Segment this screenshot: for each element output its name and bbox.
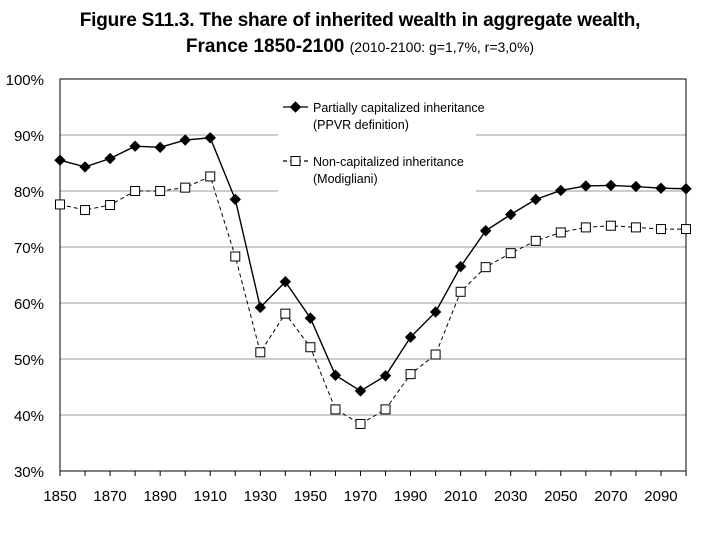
data-point [505, 248, 516, 259]
data-point [304, 312, 317, 324]
legend-label: Non-capitalized inheritance [313, 155, 464, 169]
data-point [155, 186, 166, 196]
data-point [630, 222, 641, 233]
data-point [530, 193, 542, 206]
data-point [630, 180, 642, 193]
data-point [354, 385, 367, 397]
data-point [179, 134, 191, 146]
data-point [279, 276, 292, 288]
x-tick-label: 1950 [294, 488, 327, 505]
x-tick-label: 1990 [394, 488, 427, 505]
legend-box [278, 96, 476, 193]
data-point [655, 182, 667, 194]
y-tick-label: 90% [14, 128, 44, 145]
data-point [429, 306, 442, 318]
data-point [404, 331, 417, 343]
x-tick-label: 2090 [644, 488, 677, 505]
legend-label: Partially capitalized inheritance [313, 101, 485, 115]
x-tick-label: 1890 [143, 488, 176, 505]
plot-frame [59, 78, 687, 472]
x-tick-label: 1870 [93, 488, 126, 505]
data-point [380, 404, 391, 415]
x-tick-label: 2070 [594, 488, 627, 505]
data-point [530, 235, 541, 246]
y-tick-label: 30% [14, 464, 44, 481]
data-point [205, 171, 216, 182]
series-line [59, 175, 686, 425]
data-point [229, 193, 241, 206]
x-tick-label: 2050 [544, 488, 577, 505]
y-tick-label: 80% [14, 184, 44, 201]
axes: 30% 40% 50% 60% 70% 80% 90% 100% 1850 1870 1890 191… [6, 72, 687, 505]
data-point [355, 418, 366, 429]
x-tick-label: 2030 [494, 488, 527, 505]
data-point [180, 182, 191, 193]
data-point [379, 370, 392, 382]
data-point [455, 286, 466, 297]
chart-title-main: France 1850-2100 [185, 36, 345, 57]
data-point [454, 260, 467, 273]
data-point [129, 140, 141, 152]
x-tick-label: 1850 [43, 488, 76, 505]
data-point [104, 152, 116, 165]
x-tick-label: 1930 [244, 488, 277, 505]
y-tick-label: 40% [14, 408, 44, 425]
data-point [505, 208, 517, 221]
y-tick-label: 50% [14, 352, 44, 369]
y-tick-label: 60% [14, 296, 44, 313]
chart-title-line2: France 1850-2100 (2010-2100: g=1,7%, r=3… [0, 34, 720, 60]
data-point [605, 179, 617, 192]
data-point [204, 132, 216, 144]
data-point [480, 262, 491, 273]
legend-label-sub: (PPVR definition) [313, 118, 409, 132]
chart-title-line1: Figure S11.3. The share of inherited wea… [79, 10, 641, 31]
series-non-capitalized [55, 171, 691, 429]
data-point [580, 180, 592, 192]
data-point [105, 200, 116, 210]
data-point [680, 183, 692, 195]
y-tick-label: 70% [14, 240, 44, 257]
series-layer [54, 132, 692, 429]
data-point [555, 184, 567, 197]
data-point [580, 222, 591, 233]
data-point [79, 161, 91, 173]
data-point [55, 199, 65, 210]
data-point [255, 347, 266, 358]
data-point [154, 141, 166, 154]
data-point [681, 224, 691, 235]
data-point [80, 205, 91, 216]
data-point [280, 308, 291, 319]
data-point [405, 369, 416, 380]
chart-title-note: (2010-2100: g=1,7%, r=3,0%) [349, 39, 535, 55]
x-tick-label: 1910 [194, 488, 227, 505]
x-tick-label: 1970 [344, 488, 377, 505]
data-point [479, 225, 492, 237]
data-point [329, 369, 342, 381]
chart-title: Figure S11.3. The share of inherited wea… [0, 8, 720, 60]
data-point [430, 349, 441, 360]
data-point [290, 156, 301, 166]
series-partially-capitalized [54, 132, 692, 397]
legend-label-sub: (Modigliani) [313, 172, 378, 186]
y-tick-label: 100% [6, 72, 44, 89]
legend: Partially capitalized inheritance (PPVR d… [278, 96, 485, 193]
data-point [230, 251, 241, 262]
data-point [305, 342, 316, 353]
x-tick-label: 2010 [444, 488, 477, 505]
data-point [605, 220, 616, 231]
data-point [655, 224, 666, 235]
data-point [254, 301, 267, 314]
data-point [54, 154, 66, 166]
data-point [555, 227, 566, 238]
data-point [130, 186, 141, 196]
data-point [330, 404, 341, 415]
data-point [289, 101, 302, 113]
